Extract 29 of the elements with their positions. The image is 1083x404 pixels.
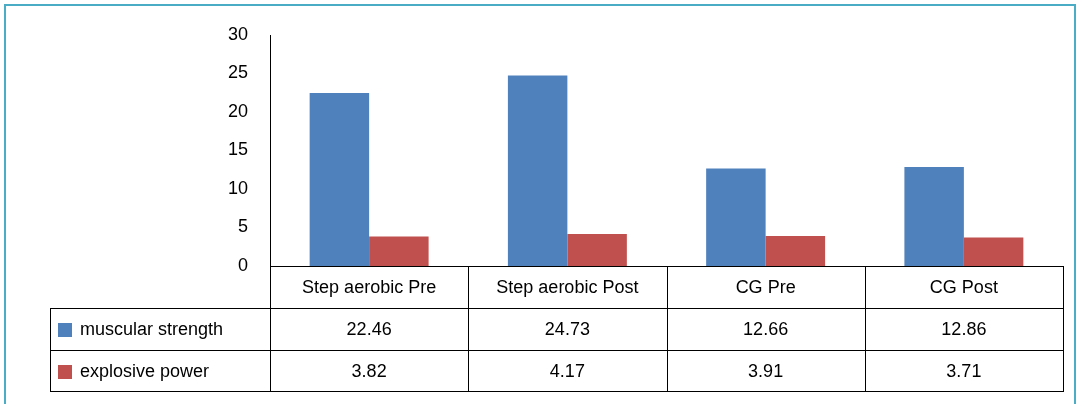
x-tick-label: CG Pre — [735, 276, 796, 297]
data-label: 12.66 — [743, 318, 789, 339]
bar — [309, 93, 370, 266]
x-tick-label: CG Post — [929, 276, 998, 297]
data-label: 4.17 — [549, 360, 585, 381]
bar — [706, 168, 766, 266]
y-tick-label: 20 — [227, 100, 248, 121]
bar — [904, 166, 964, 266]
y-tick-label: 10 — [227, 177, 248, 198]
data-label: 24.73 — [544, 318, 590, 339]
y-tick-label: 0 — [237, 254, 248, 275]
data-label: 22.46 — [346, 318, 392, 339]
y-tick-label: 5 — [237, 216, 248, 237]
y-tick-label: 15 — [227, 139, 248, 160]
data-label: 3.82 — [351, 360, 387, 381]
legend-label: explosive power — [80, 360, 210, 381]
bar — [369, 236, 429, 266]
legend-label: muscular strength — [80, 318, 224, 339]
bar — [765, 235, 826, 266]
bar — [507, 75, 568, 266]
data-label: 3.71 — [946, 360, 982, 381]
y-tick-label: 25 — [227, 62, 248, 83]
y-tick-label: 30 — [227, 23, 248, 44]
data-label: 12.86 — [941, 318, 987, 339]
data-label: 3.91 — [748, 360, 784, 381]
x-tick-label: Step aerobic Pre — [302, 276, 437, 297]
x-tick-label: Step aerobic Post — [496, 276, 639, 297]
bar — [963, 237, 1024, 266]
bar — [567, 233, 627, 266]
